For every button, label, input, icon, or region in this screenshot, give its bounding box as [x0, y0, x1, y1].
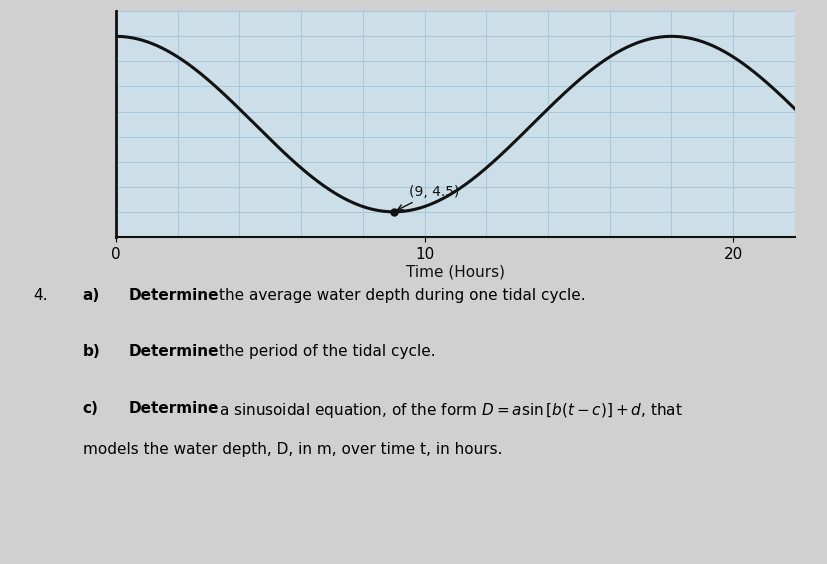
Text: c): c): [83, 402, 98, 416]
Text: Determine: Determine: [128, 345, 218, 359]
Text: the period of the tidal cycle.: the period of the tidal cycle.: [219, 345, 436, 359]
Text: 4.: 4.: [33, 288, 48, 303]
Text: the average water depth during one tidal cycle.: the average water depth during one tidal…: [219, 288, 586, 303]
X-axis label: Time (Hours): Time (Hours): [405, 265, 504, 279]
Text: b): b): [83, 345, 100, 359]
Text: Determine: Determine: [128, 288, 218, 303]
Text: a): a): [83, 288, 100, 303]
Text: Determine: Determine: [128, 402, 218, 416]
Text: a sinusoidal equation, of the form $D=a\sin\left[b(t-c)\right]+d$, that: a sinusoidal equation, of the form $D=a\…: [219, 402, 682, 420]
Text: models the water depth, D, in m, over time t, in hours.: models the water depth, D, in m, over ti…: [83, 442, 502, 457]
Text: (9, 4.5): (9, 4.5): [397, 184, 459, 210]
